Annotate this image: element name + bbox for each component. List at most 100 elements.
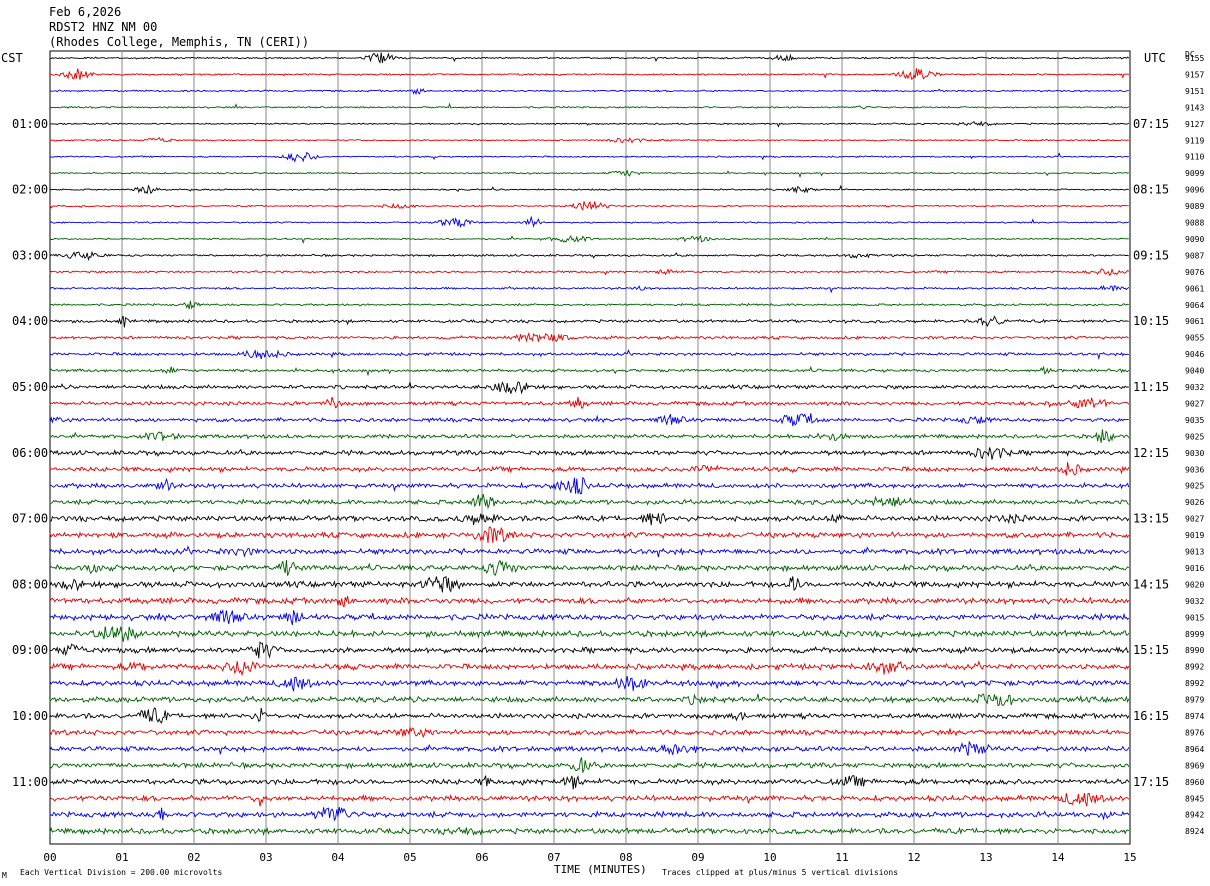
dc-value: 9155 xyxy=(1185,54,1204,63)
dc-value: 9096 xyxy=(1185,186,1204,195)
dc-value: 9025 xyxy=(1185,482,1204,491)
dc-value: 9020 xyxy=(1185,580,1204,589)
dc-value: 9076 xyxy=(1185,268,1204,277)
dc-value: 9025 xyxy=(1185,432,1204,441)
utc-hour-label: 13:15 xyxy=(1133,512,1169,526)
plot-frame xyxy=(49,50,1131,845)
trace-line xyxy=(49,675,1130,692)
utc-hour-label: 17:15 xyxy=(1133,775,1169,789)
x-tick-label: 07 xyxy=(547,851,560,864)
trace-line xyxy=(49,693,1130,707)
seismic-traces xyxy=(49,52,1130,837)
dc-value: 8999 xyxy=(1185,630,1204,639)
trace-line xyxy=(49,396,1130,409)
trace-line xyxy=(49,595,1130,608)
dc-value: 9013 xyxy=(1185,548,1204,557)
cst-hour-label: 09:00 xyxy=(12,643,48,657)
right-axis-title: UTC xyxy=(1144,51,1166,65)
dc-value: 9088 xyxy=(1185,219,1204,228)
trace-line xyxy=(49,526,1130,544)
cst-hour-label: 06:00 xyxy=(12,446,48,460)
dc-value: 9035 xyxy=(1185,416,1204,425)
trace-line xyxy=(49,707,1130,724)
trace-line xyxy=(49,447,1130,460)
x-tick-labels: 00 01 02 03 04 05 06 07 08 09 10 11 12 13 14 15 xyxy=(43,851,1136,864)
dc-value: 9064 xyxy=(1185,301,1204,310)
cst-hour-label: 05:00 xyxy=(12,380,48,394)
x-tick-label: 03 xyxy=(259,851,272,864)
trace-line xyxy=(49,559,1130,577)
trace-line xyxy=(49,349,1129,361)
dc-value: 8992 xyxy=(1185,679,1204,688)
x-axis-label: TIME (MINUTES) xyxy=(554,863,647,876)
trace-line xyxy=(49,608,1130,626)
dc-value: 9143 xyxy=(1185,103,1204,112)
dc-value: 9099 xyxy=(1185,169,1204,178)
trace-line xyxy=(49,267,1130,277)
utc-hour-label: 07:15 xyxy=(1133,117,1169,131)
x-tick-label: 15 xyxy=(1123,851,1136,864)
utc-hour-label: 15:15 xyxy=(1133,643,1169,657)
dc-value: 9015 xyxy=(1185,613,1204,622)
cst-hour-label: 08:00 xyxy=(12,577,48,591)
dc-value: 9110 xyxy=(1185,153,1204,162)
footer-corner-mark: M xyxy=(2,871,7,880)
dc-value: 8964 xyxy=(1185,745,1204,754)
dc-value: 9046 xyxy=(1185,350,1204,359)
dc-value: 9151 xyxy=(1185,87,1204,96)
utc-hour-label: 16:15 xyxy=(1133,709,1169,723)
trace-line xyxy=(49,52,1130,65)
trace-line xyxy=(49,136,1129,144)
trace-line xyxy=(49,757,1130,773)
dc-value: 9087 xyxy=(1185,251,1204,260)
trace-line xyxy=(49,740,1130,756)
trace-line xyxy=(49,169,1129,179)
x-tick-label: 13 xyxy=(979,851,992,864)
trace-line xyxy=(49,792,1130,807)
dc-value: 8979 xyxy=(1185,696,1204,705)
trace-line xyxy=(49,184,1130,195)
cst-hour-label: 02:00 xyxy=(12,183,48,197)
trace-line xyxy=(49,512,1130,526)
cst-hour-label: 01:00 xyxy=(12,117,48,131)
trace-line xyxy=(49,494,1130,510)
vertical-gridlines xyxy=(121,51,1059,844)
x-tick-label: 02 xyxy=(187,851,200,864)
header-date: Feb 6,2026 xyxy=(49,5,121,19)
dc-value: 8945 xyxy=(1185,794,1204,803)
utc-hour-label: 09:15 xyxy=(1133,248,1169,262)
cst-hour-label: 07:00 xyxy=(12,512,48,526)
utc-hour-label: 14:15 xyxy=(1133,577,1169,591)
dc-value: 8976 xyxy=(1185,728,1204,737)
dc-value: 9061 xyxy=(1185,317,1204,326)
trace-line xyxy=(49,381,1129,395)
x-tick-label: 06 xyxy=(475,851,488,864)
trace-line xyxy=(49,576,1130,593)
dc-value: 8960 xyxy=(1185,778,1204,787)
trace-line xyxy=(49,215,1130,229)
x-tick-label: 08 xyxy=(619,851,632,864)
x-tick-label: 11 xyxy=(835,851,848,864)
trace-line xyxy=(49,200,1129,211)
left-hour-labels: 01:00 02:00 03:00 04:00 05:00 06:00 07:00 08:00… xyxy=(12,117,48,789)
trace-line xyxy=(49,284,1130,294)
trace-line xyxy=(49,726,1130,739)
trace-line xyxy=(49,545,1130,558)
trace-line xyxy=(49,807,1130,822)
right-hour-labels: 07:15 08:15 09:15 10:15 11:15 12:15 13:15 14:15… xyxy=(1133,117,1169,789)
dc-title: DC xyxy=(1185,50,1195,59)
dc-value: 8924 xyxy=(1185,827,1204,836)
x-tick-label: 10 xyxy=(763,851,776,864)
left-axis-title: CST xyxy=(1,51,23,65)
dc-value: 9016 xyxy=(1185,564,1204,573)
dc-value: 9090 xyxy=(1185,235,1204,244)
trace-line xyxy=(49,151,1130,163)
cst-hour-label: 11:00 xyxy=(12,775,48,789)
trace-line xyxy=(49,626,1130,642)
dc-value: 9026 xyxy=(1185,498,1204,507)
x-tick-label: 12 xyxy=(907,851,920,864)
trace-line xyxy=(49,120,1130,128)
trace-line xyxy=(49,660,1130,677)
dc-value: 8992 xyxy=(1185,663,1204,672)
